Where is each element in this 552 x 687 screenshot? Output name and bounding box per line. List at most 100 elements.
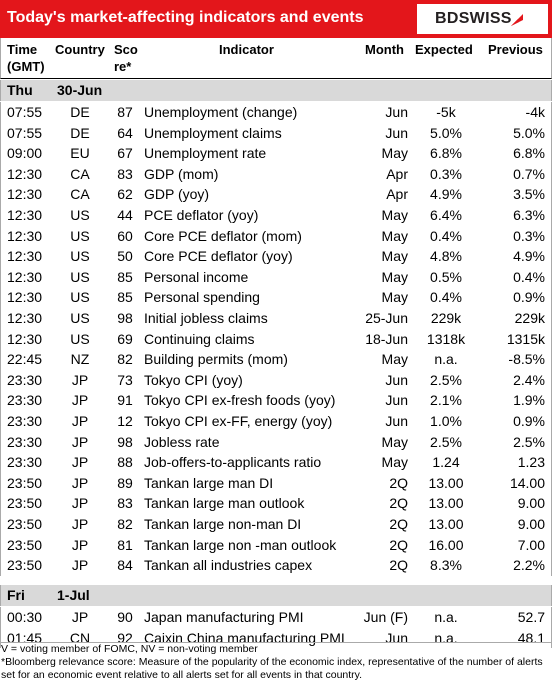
cell-expected: 13.00 [428,474,464,491]
col-time: Time [7,42,38,57]
cell-expected: 5.0% [430,124,462,141]
col-expected: Expected [415,42,473,57]
cell-indicator: Core PCE deflator (mom) [144,227,302,244]
cell-time: 12:30 [7,186,43,203]
cell-previous: 2.5% [513,433,545,450]
cell-month: May [381,145,408,162]
cell-indicator: Personal income [144,268,249,285]
cell-indicator: Personal spending [144,289,260,306]
cell-month: May [381,248,408,265]
cell-month: Jun [385,413,408,429]
col-country: Country [55,42,105,57]
cell-indicator: Unemployment (change) [144,104,298,120]
cell-previous: 0.4% [513,268,545,285]
cell-score: 81 [117,536,133,553]
table-row: 23:30 JP 73 Tokyo CPI (yoy) Jun 2.5% 2.4% [0,369,552,391]
cell-score: 82 [117,351,133,368]
cell-country: JP [71,474,89,491]
cell-country: JP [71,371,89,388]
logo-text: BDSWISS [435,10,512,27]
cell-score: 67 [117,145,133,162]
cell-time: 12:30 [7,330,43,347]
cell-month: May [381,289,408,306]
table-row: 07:55 DE 64 Unemployment claims Jun 5.0% 5.0% [0,122,552,144]
cell-expected: 229k [430,310,462,326]
col-month: Month [365,42,404,57]
cell-month: 2Q [389,516,408,532]
cell-score: 73 [117,371,133,388]
table-row: 23:30 JP 91 Tokyo CPI ex-fresh foods (yoy) J… [0,390,552,411]
cell-indicator: GDP (mom) [144,165,219,182]
cell-expected: 0.5% [430,268,462,285]
cell-time: 12:30 [7,207,43,223]
cell-indicator: Continuing claims [144,330,255,347]
cell-expected: 13.00 [428,495,464,512]
cell-month: May [381,351,408,368]
cell-indicator: Japan manufacturing PMI [144,609,304,625]
cell-month: 18-Jun [365,330,408,347]
cell-month: Apr [386,165,408,182]
cell-month: May [381,454,408,471]
table-row: 23:50 JP 89 Tankan large man DI 2Q 13.00 14.00 [0,472,552,494]
cell-score: 83 [117,165,133,182]
table-row: 12:30 US 50 Core PCE deflator (yoy) May 4.8% 4… [0,246,552,267]
cell-country: JP [71,454,89,471]
cell-indicator: Core PCE deflator (yoy) [144,248,293,265]
cell-score: 82 [117,516,133,532]
cell-country: DE [70,104,90,120]
cell-indicator: Tokyo CPI (yoy) [144,371,243,388]
cell-expected: 0.4% [430,227,462,244]
table-row: 23:50 JP 82 Tankan large non-man DI 2Q 13.00 9… [0,514,552,535]
cell-month: May [381,227,408,244]
cell-previous: 2.4% [513,371,545,388]
cell-score: 64 [117,124,133,141]
col-time-unit: (GMT) [7,59,45,74]
cell-indicator: Job-offers-to-applicants ratio [144,454,322,471]
cell-expected: 13.00 [428,516,464,532]
logo-arrow-icon [511,14,523,26]
cell-time: 09:00 [7,145,43,162]
day-name: Fri [7,587,25,603]
cell-country: US [70,310,90,326]
cell-indicator: Unemployment claims [144,124,282,141]
cell-time: 23:30 [7,392,43,409]
cell-country: JP [71,392,89,409]
cell-previous: 48.1 [517,629,545,646]
cell-previous: -8.5% [508,351,545,368]
cell-previous: 229k [514,310,545,326]
cell-month: Jun [385,392,408,409]
cell-month: 2Q [389,495,408,512]
cell-time: 23:50 [7,474,43,491]
cell-score: 98 [117,310,133,326]
cell-time: 23:30 [7,413,43,429]
cell-month: May [381,207,408,223]
cell-month: Jun [385,124,408,141]
cell-country: CA [70,186,90,203]
cell-month: May [381,433,408,450]
cell-month: Apr [386,186,408,203]
cell-time: 12:30 [7,227,43,244]
table-row: 12:30 US 85 Personal income May 0.5% 0.4% [0,266,552,288]
cell-previous: 0.9% [513,413,545,429]
cell-time: 12:30 [7,248,43,265]
col-previous: Previous [488,42,543,57]
cell-score: 98 [117,433,133,450]
cell-previous: 0.3% [513,227,545,244]
col-score-cont: re* [114,59,132,74]
cell-score: 92 [117,629,133,646]
cell-expected: 4.9% [430,186,462,203]
cell-score: 90 [117,609,133,625]
table-row: 01:45 CN 92 Caixin China manufacturing PMI J… [0,627,552,649]
cell-expected: 2.5% [430,433,462,450]
table-row: 00:30 JP 90 Japan manufacturing PMI Jun (F) n… [0,607,552,628]
col-indicator: Indicator [219,42,274,57]
cell-previous: 14.00 [509,474,545,491]
cell-score: 60 [117,227,133,244]
cell-expected: 0.3% [430,165,462,182]
cell-month: 2Q [389,474,408,491]
cell-previous: 0.7% [513,165,545,182]
cell-score: 89 [117,474,133,491]
cell-previous: 1.9% [513,392,545,409]
cell-previous: 9.00 [517,495,545,512]
cell-time: 23:50 [7,536,43,553]
